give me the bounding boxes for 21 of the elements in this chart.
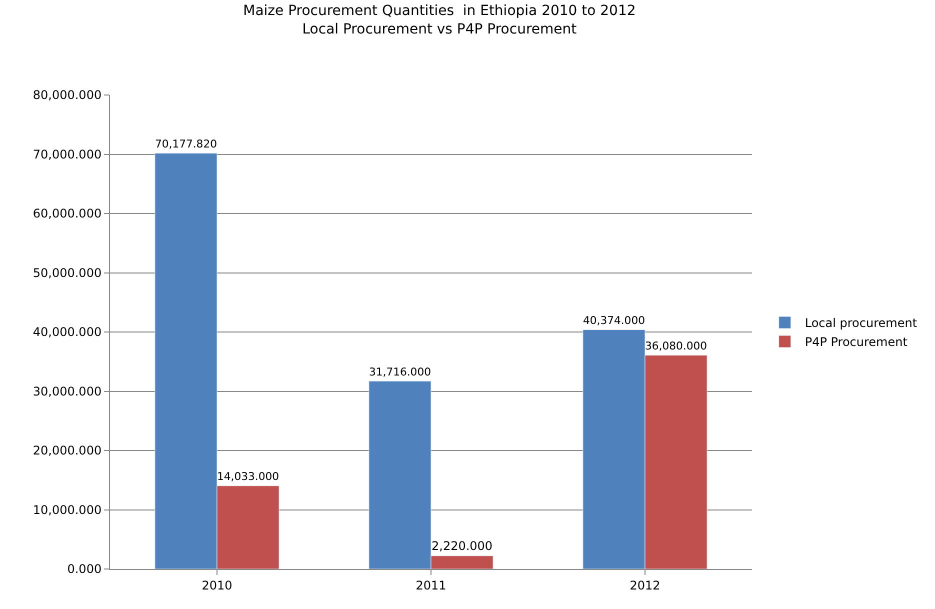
data-label: 14,033.000 xyxy=(217,470,280,484)
y-tick-label: 80,000.000 xyxy=(32,88,102,102)
y-tick-label: 10,000.000 xyxy=(32,502,102,517)
y-tick-label: 30,000.000 xyxy=(32,384,102,398)
data-label: 40,374.000 xyxy=(582,314,646,328)
y-tick-label: 60,000.000 xyxy=(32,206,102,221)
chart-title: Maize Procurement Quantities in Ethiopia 2010 to 2012 Local Procurement vs P4P Procurement xyxy=(243,3,636,38)
legend-label: Local procurement xyxy=(804,316,918,330)
y-tick-label: 70,000.000 xyxy=(32,147,102,162)
data-label: 31,716.000 xyxy=(368,365,432,378)
y-tick-label: 0.000 xyxy=(67,562,102,576)
data-label: 36,080.000 xyxy=(645,340,708,353)
y-tick-label: 20,000.000 xyxy=(32,444,102,458)
x-tick-label: 2012 xyxy=(630,578,660,592)
data-label: 2,220.000 xyxy=(431,538,493,553)
legend-label: P4P Procurement xyxy=(804,335,908,350)
x-tick-label: 2010 xyxy=(202,578,232,592)
y-tick-label: 50,000.000 xyxy=(32,266,102,280)
x-tick-label: 2011 xyxy=(416,578,446,592)
y-tick-label: 40,000.000 xyxy=(32,325,102,340)
data-label: 70,177.820 xyxy=(154,137,218,150)
